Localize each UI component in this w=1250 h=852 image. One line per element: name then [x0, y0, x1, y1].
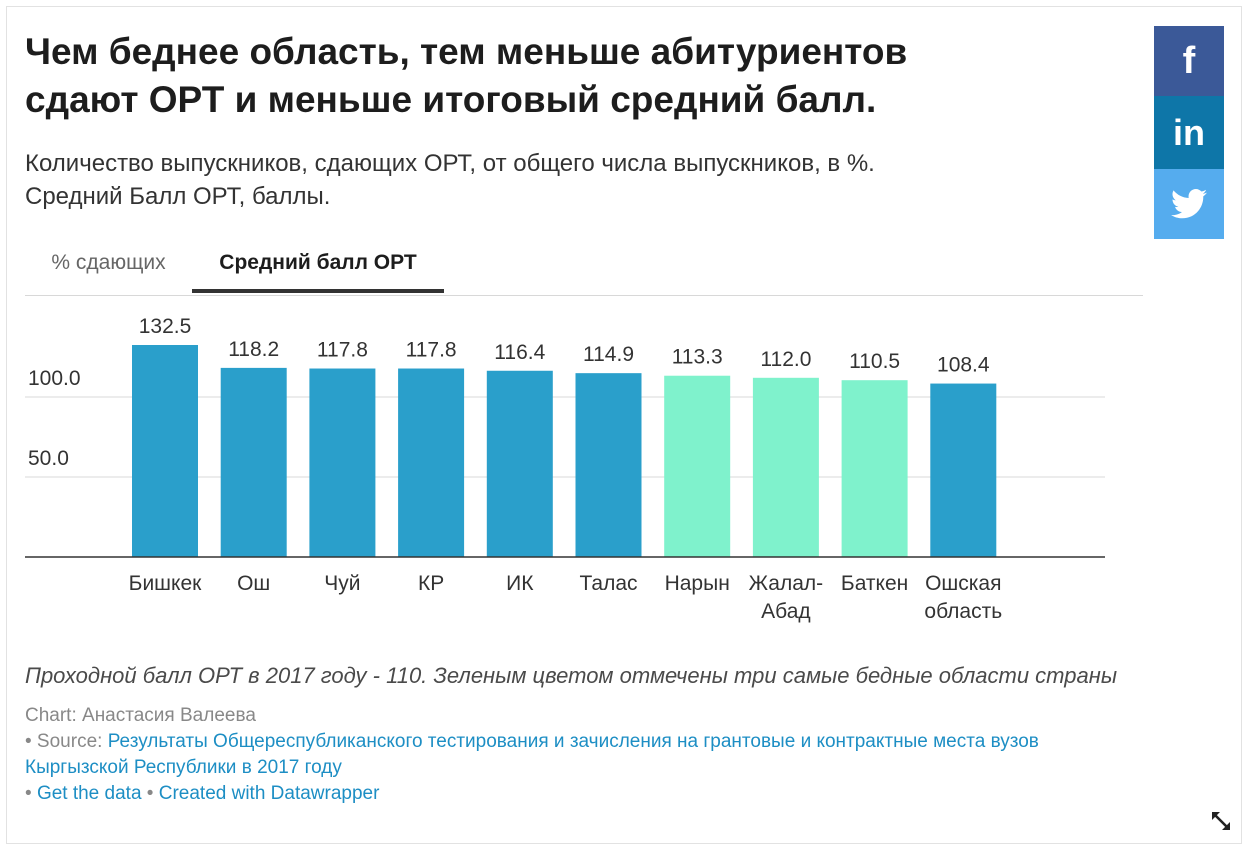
- bar: [486, 370, 553, 557]
- chart-frame: [6, 6, 1242, 844]
- x-category-label: Чуй: [324, 572, 360, 595]
- title-line-1: Чем беднее область, тем меньше абитуриен…: [25, 31, 908, 72]
- bar: [664, 375, 731, 557]
- bar-value-label: 117.8: [317, 339, 368, 362]
- bar: [575, 373, 642, 557]
- tab-average-score[interactable]: Средний балл ОРТ: [192, 240, 444, 293]
- chart-subtitle: Количество выпускников, сдающих ОРТ, от …: [25, 147, 1135, 213]
- bar: [398, 368, 465, 557]
- social-share-bar: f in: [1154, 26, 1224, 239]
- bar: [309, 368, 376, 557]
- subtitle-line-2: Средний Балл ОРТ, баллы.: [25, 183, 331, 210]
- bullet: •: [25, 783, 37, 804]
- bar: [220, 367, 287, 557]
- chart-credits: Chart: Анастасия Валеева • Source: Резул…: [25, 703, 1039, 807]
- subtitle-line-1: Количество выпускников, сдающих ОРТ, от …: [25, 150, 875, 177]
- source-prefix: • Source:: [25, 731, 108, 752]
- bar-chart: 100.0 50.0 132.5 Бишкек 118.2 Ош 117.8 Чуй 117.8…: [25, 315, 1105, 623]
- linkedin-share-button[interactable]: in: [1154, 96, 1224, 169]
- x-category-label: КР: [418, 572, 444, 595]
- linkedin-icon: in: [1173, 111, 1205, 153]
- bar: [752, 377, 819, 557]
- source-link-continued[interactable]: Кыргызской Республики в 2017 году: [25, 757, 342, 778]
- bar-value-label: 132.5: [139, 315, 192, 338]
- x-category-label: Ош: [237, 572, 270, 595]
- bar-value-label: 110.5: [849, 350, 900, 373]
- x-category-label: Баткен: [841, 572, 908, 595]
- twitter-icon: [1171, 189, 1207, 219]
- facebook-icon: f: [1182, 39, 1196, 82]
- x-category-label: Бишкек: [129, 572, 202, 595]
- tabs-divider: [25, 295, 1143, 296]
- chart-title: Чем беднее область, тем меньше абитуриен…: [25, 28, 1135, 124]
- tab-percent-taking[interactable]: % сдающих: [51, 251, 166, 274]
- active-tab-indicator: [192, 289, 444, 293]
- source-link[interactable]: Результаты Общереспубликанского тестиров…: [107, 731, 1039, 752]
- get-the-data-link[interactable]: Get the data: [36, 783, 142, 804]
- x-category-label: область: [924, 600, 1002, 623]
- bar-value-label: 116.4: [494, 341, 545, 364]
- bar-value-label: 108.4: [937, 354, 990, 377]
- bar-value-label: 113.3: [672, 346, 723, 369]
- x-category-label: ИК: [506, 572, 534, 595]
- bar: [132, 345, 198, 557]
- chart-note: Проходной балл ОРТ в 2017 году - 110. Зе…: [25, 663, 1118, 688]
- chart-author: Chart: Анастасия Валеева: [25, 705, 256, 726]
- bar-value-label: 114.9: [583, 343, 634, 366]
- facebook-share-button[interactable]: f: [1154, 26, 1224, 96]
- x-category-label: Талас: [580, 572, 638, 595]
- twitter-share-button[interactable]: [1154, 169, 1224, 239]
- expand-icon[interactable]: [1208, 808, 1234, 834]
- chart-tabs: % сдающих Средний балл ОРТ: [25, 240, 1143, 296]
- separator: •: [141, 783, 159, 804]
- bar-value-label: 112.0: [760, 348, 811, 371]
- bar-value-label: 117.8: [406, 339, 457, 362]
- title-line-2: сдают ОРТ и меньше итоговый средний балл…: [25, 79, 877, 120]
- bar: [930, 383, 997, 557]
- x-category-label: Ошская: [925, 572, 1001, 595]
- x-category-label: Нарын: [665, 572, 730, 595]
- datawrapper-link[interactable]: Created with Datawrapper: [158, 783, 380, 804]
- bar-value-label: 118.2: [228, 338, 279, 361]
- x-category-label: Абад: [761, 600, 811, 623]
- tab-average-score-label: Средний балл ОРТ: [219, 251, 417, 274]
- bar: [841, 380, 908, 557]
- y-tick-label: 50.0: [28, 447, 69, 470]
- x-category-label: Жалал-: [749, 572, 823, 595]
- y-tick-label: 100.0: [28, 367, 81, 390]
